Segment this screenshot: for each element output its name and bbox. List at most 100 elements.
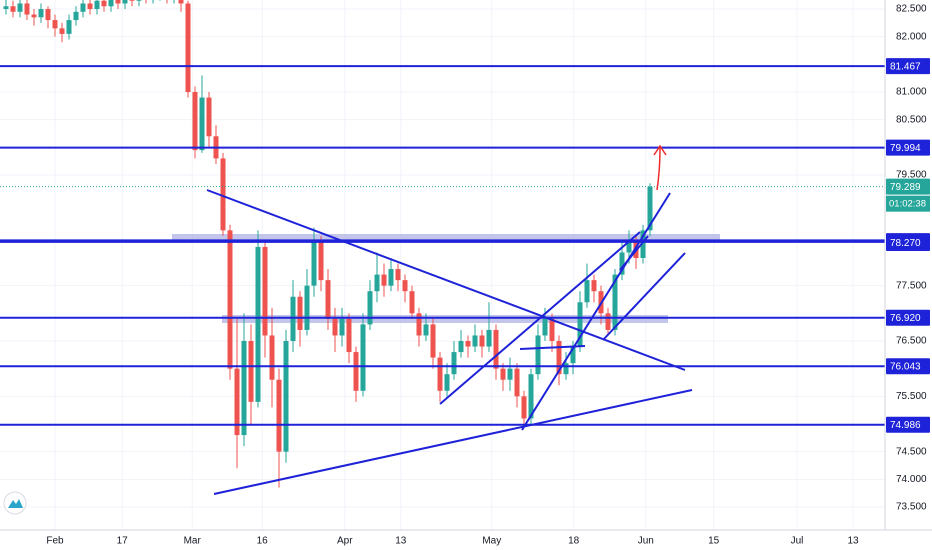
candle-body [626,241,632,253]
candle-body [640,230,646,259]
price-tag [886,416,930,433]
price-tag-label: 79.289 [890,182,921,193]
candle-body [59,28,65,34]
y-tick-label: 82.500 [896,4,927,15]
candle-body [17,3,23,12]
candle-body [647,186,653,231]
y-tick-label: 81.000 [896,87,927,98]
candle-body [220,158,226,231]
candle-body [122,0,128,4]
axes: 73.500 74.000 74.500 75.500 76.500 77.500 79.5… [46,4,930,547]
candle-body [430,324,436,358]
candle-body [591,280,597,292]
candle-body [556,340,562,375]
y-tick-label: 82.000 [896,31,927,42]
x-tick-label: 13 [847,536,859,547]
candle-body [535,335,541,375]
candle-body [94,0,100,10]
candle-body [269,335,275,380]
candle-body [318,241,324,281]
candle-body [52,20,58,29]
candles [3,0,653,488]
candle-body [416,313,422,336]
price-tag [886,358,930,375]
candle-body [45,9,51,21]
y-tick-label: 73.500 [896,502,927,513]
candle-body [542,318,548,336]
candle-body [38,9,44,18]
candle-body [570,346,576,364]
candle-body [290,296,296,341]
x-tick-label: May [482,536,501,547]
zones [172,234,720,323]
trend-line [521,192,671,431]
candle-body [87,3,93,10]
candle-body [24,3,30,15]
candle-body [472,335,478,347]
arrow-head [653,144,667,156]
candle-body [458,340,464,353]
candle-body [206,97,212,137]
candle-body [577,302,583,347]
x-tick-label: Jun [638,536,654,547]
candle-body [346,318,352,353]
candle-body [283,340,289,452]
candle-body [451,352,457,375]
candle-body [549,318,555,341]
candle-body [486,329,492,347]
candle-body [66,20,72,34]
price-tag-label: 81.467 [890,61,921,72]
price-tag-label: 76.043 [890,361,921,372]
candle-body [297,296,303,330]
candle-body [3,6,9,10]
x-tick-label: 13 [395,536,407,547]
price-tag [886,235,930,252]
candle-body [73,11,79,21]
candle-body [115,0,121,4]
candle-body [465,340,471,347]
zone [172,234,720,241]
candle-body [444,374,450,391]
candle-body [192,92,198,151]
candle-body [584,280,590,303]
candle-body [255,246,261,402]
candle-body [241,340,247,436]
y-tick-label: 74.000 [896,474,927,485]
candle-body [374,274,380,292]
candle-body [402,280,408,292]
price-tag-label: 79.994 [890,143,921,154]
countdown: 01:02:38 [889,199,926,210]
candle-body [108,0,114,7]
price-tag-label: 78.270 [890,238,921,249]
logo-mark [8,499,23,508]
y-tick-label: 79.500 [896,170,927,181]
candle-body [437,357,443,391]
y-tick-label: 75.500 [896,391,927,402]
drawings [206,189,693,495]
candle-body [178,0,184,4]
candle-body [339,318,345,336]
candle-body [521,396,527,419]
candle-body [353,352,359,391]
arrow [653,144,667,191]
price-tag-label: 76.920 [890,313,921,324]
candle-body [619,252,625,275]
candle-body [514,368,520,397]
candle-body [612,274,618,330]
levels [0,65,885,426]
candle-body [325,280,331,319]
price-tag-label: 74.986 [890,420,921,431]
x-tick-label: Mar [184,536,202,547]
candle-body [360,324,366,391]
candle-body [332,318,338,336]
price-tag [886,139,930,156]
trend-line [602,252,686,341]
price-tag [886,58,930,75]
x-tick-label: 18 [568,536,580,547]
candle-body [409,291,415,314]
trend-line [213,389,693,495]
zone [222,315,668,323]
candle-body [80,3,86,12]
candle-body [605,313,611,330]
